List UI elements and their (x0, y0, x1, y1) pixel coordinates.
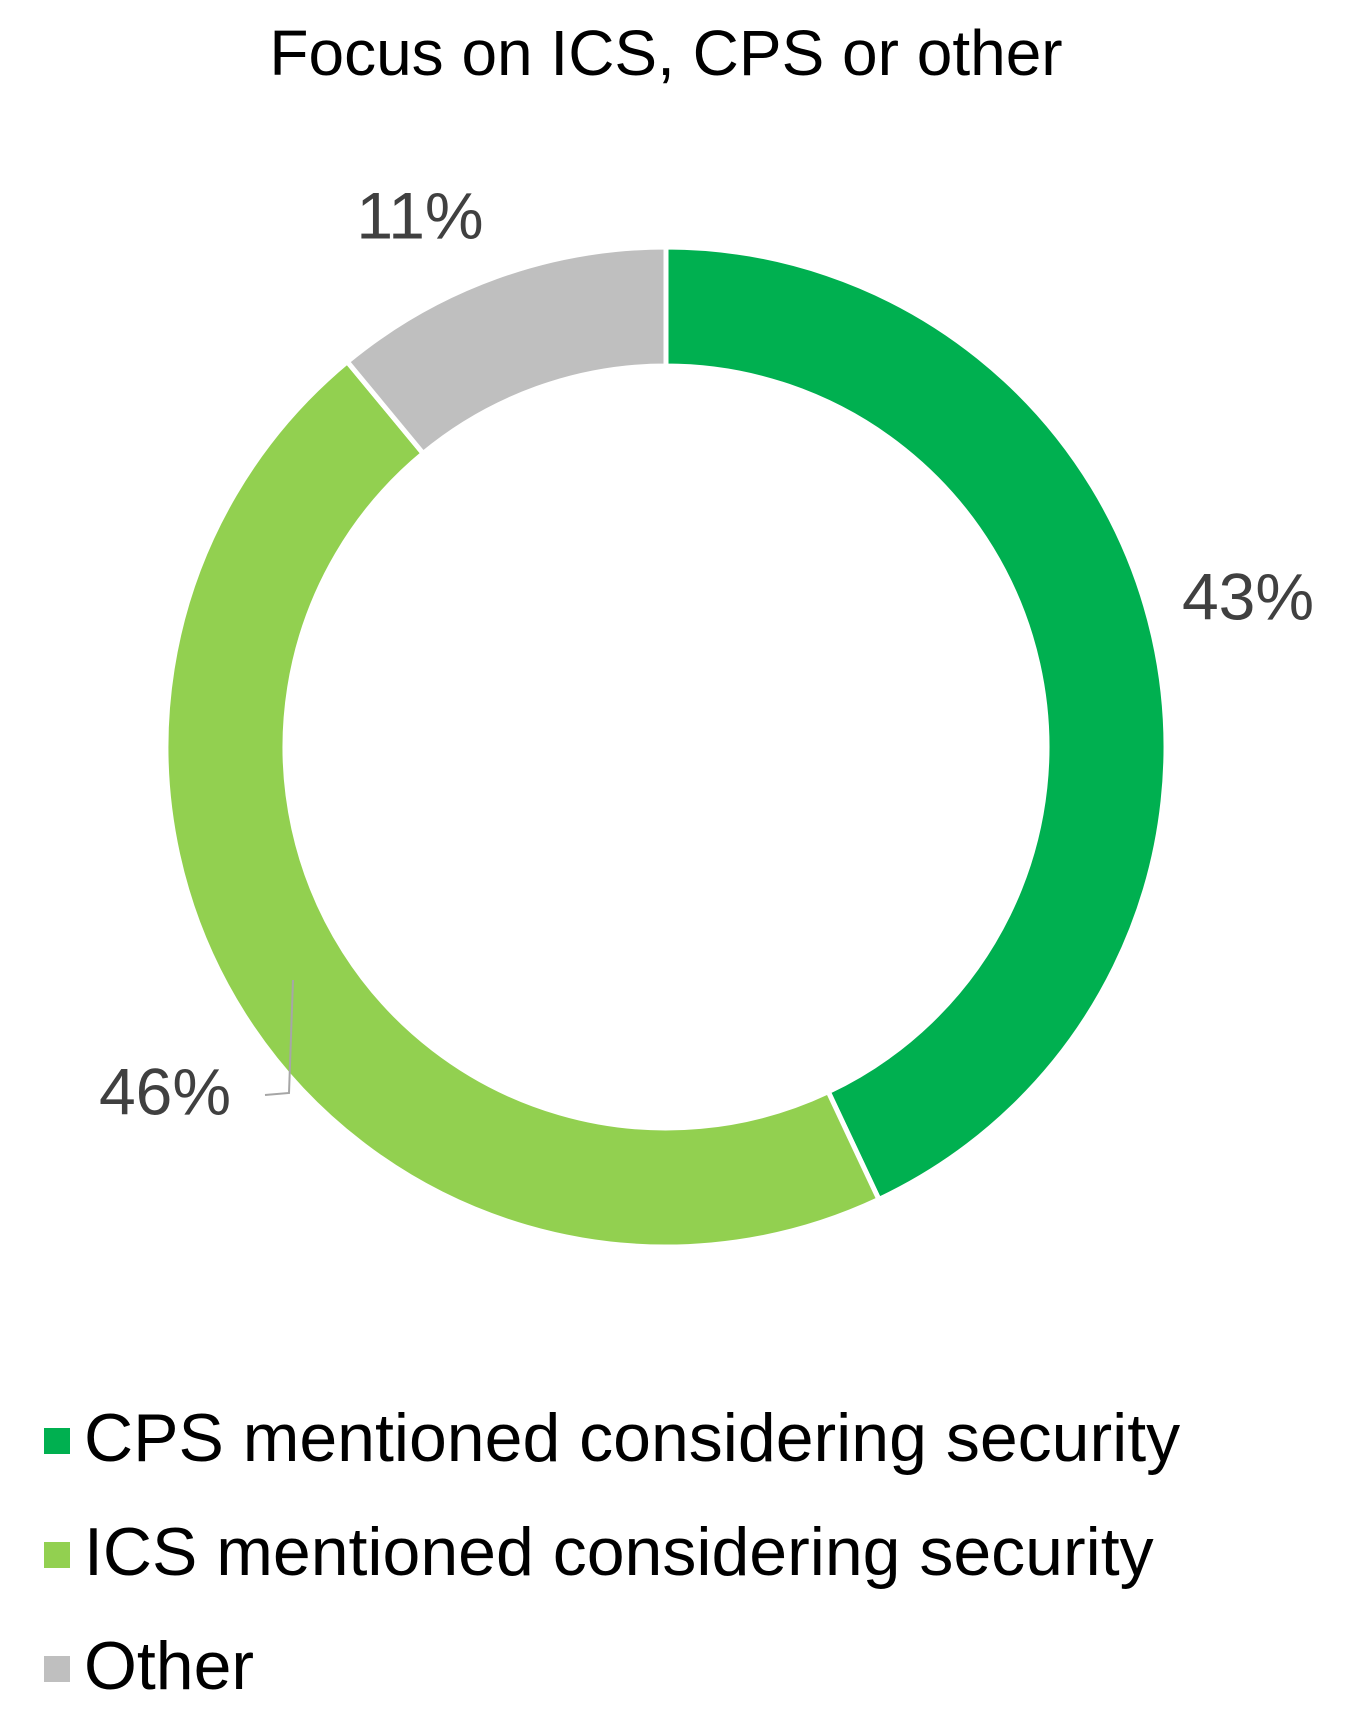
legend-swatch (44, 1542, 70, 1568)
legend-label: ICS mentioned considering security (84, 1514, 1154, 1590)
legend-swatch (44, 1656, 70, 1682)
data-label: 11% (356, 178, 483, 252)
legend-label: Other (84, 1628, 254, 1704)
donut-slice (163, 358, 883, 1250)
legend-label: CPS mentioned considering security (84, 1400, 1180, 1476)
leader-line (264, 979, 294, 1096)
data-label: 46% (99, 1054, 231, 1128)
chart-title: Focus on ICS, CPS or other (269, 17, 1062, 89)
legend-swatch (44, 1428, 70, 1454)
donut-slice (343, 244, 669, 457)
data-label: 43% (1182, 559, 1314, 633)
donut-slice (663, 244, 1169, 1203)
